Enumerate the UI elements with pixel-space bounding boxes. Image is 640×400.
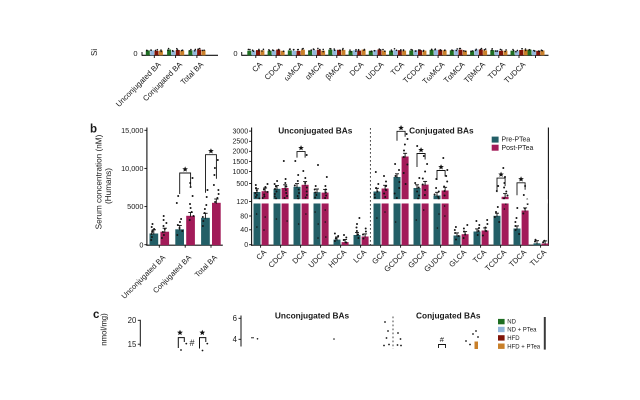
svg-text:Pre-PTea: Pre-PTea [502,137,531,144]
svg-text:20: 20 [128,316,137,325]
svg-text:15: 15 [128,340,137,349]
svg-text:4: 4 [233,335,238,344]
svg-text:HFD + PTea: HFD + PTea [507,344,541,350]
svg-text:1000: 1000 [233,169,249,176]
svg-text:80: 80 [240,213,248,220]
svg-text:6: 6 [233,314,237,323]
svg-text:HFD: HFD [507,336,520,342]
svg-text:ND: ND [507,320,516,326]
svg-text:ND + PTea: ND + PTea [507,328,537,334]
svg-text:120: 120 [236,199,248,206]
svg-text:500: 500 [236,181,248,188]
svg-text:Unconjugated BAs: Unconjugated BAs [278,125,353,135]
svg-text:10,000: 10,000 [121,164,143,173]
svg-text:0: 0 [139,240,143,249]
svg-text:Conjugated BAs: Conjugated BAs [409,125,474,135]
svg-text:nmol/mg): nmol/mg) [100,313,109,346]
svg-text:40: 40 [240,227,248,234]
svg-text:0: 0 [133,49,137,58]
svg-text:#: # [189,338,194,348]
svg-text:0: 0 [244,242,248,249]
svg-text:Conjugated BAs: Conjugated BAs [416,311,481,321]
svg-text:2500: 2500 [233,139,249,146]
svg-text:Unconjugated BAs: Unconjugated BAs [275,311,350,321]
svg-text:Si: Si [90,49,99,56]
svg-text:1500: 1500 [233,159,249,166]
svg-text:Post-PTea: Post-PTea [502,145,534,152]
svg-text:2000: 2000 [233,149,249,156]
svg-text:#: # [440,335,445,344]
svg-text:b: b [90,124,97,136]
svg-text:(Humans): (Humans) [104,168,113,204]
svg-text:5000: 5000 [127,202,143,211]
svg-text:15,000: 15,000 [121,126,143,135]
svg-text:c: c [93,309,100,321]
svg-text:Serum concentration (nM): Serum concentration (nM) [95,134,104,229]
svg-text:3000: 3000 [233,129,249,136]
svg-text:0: 0 [233,49,237,58]
